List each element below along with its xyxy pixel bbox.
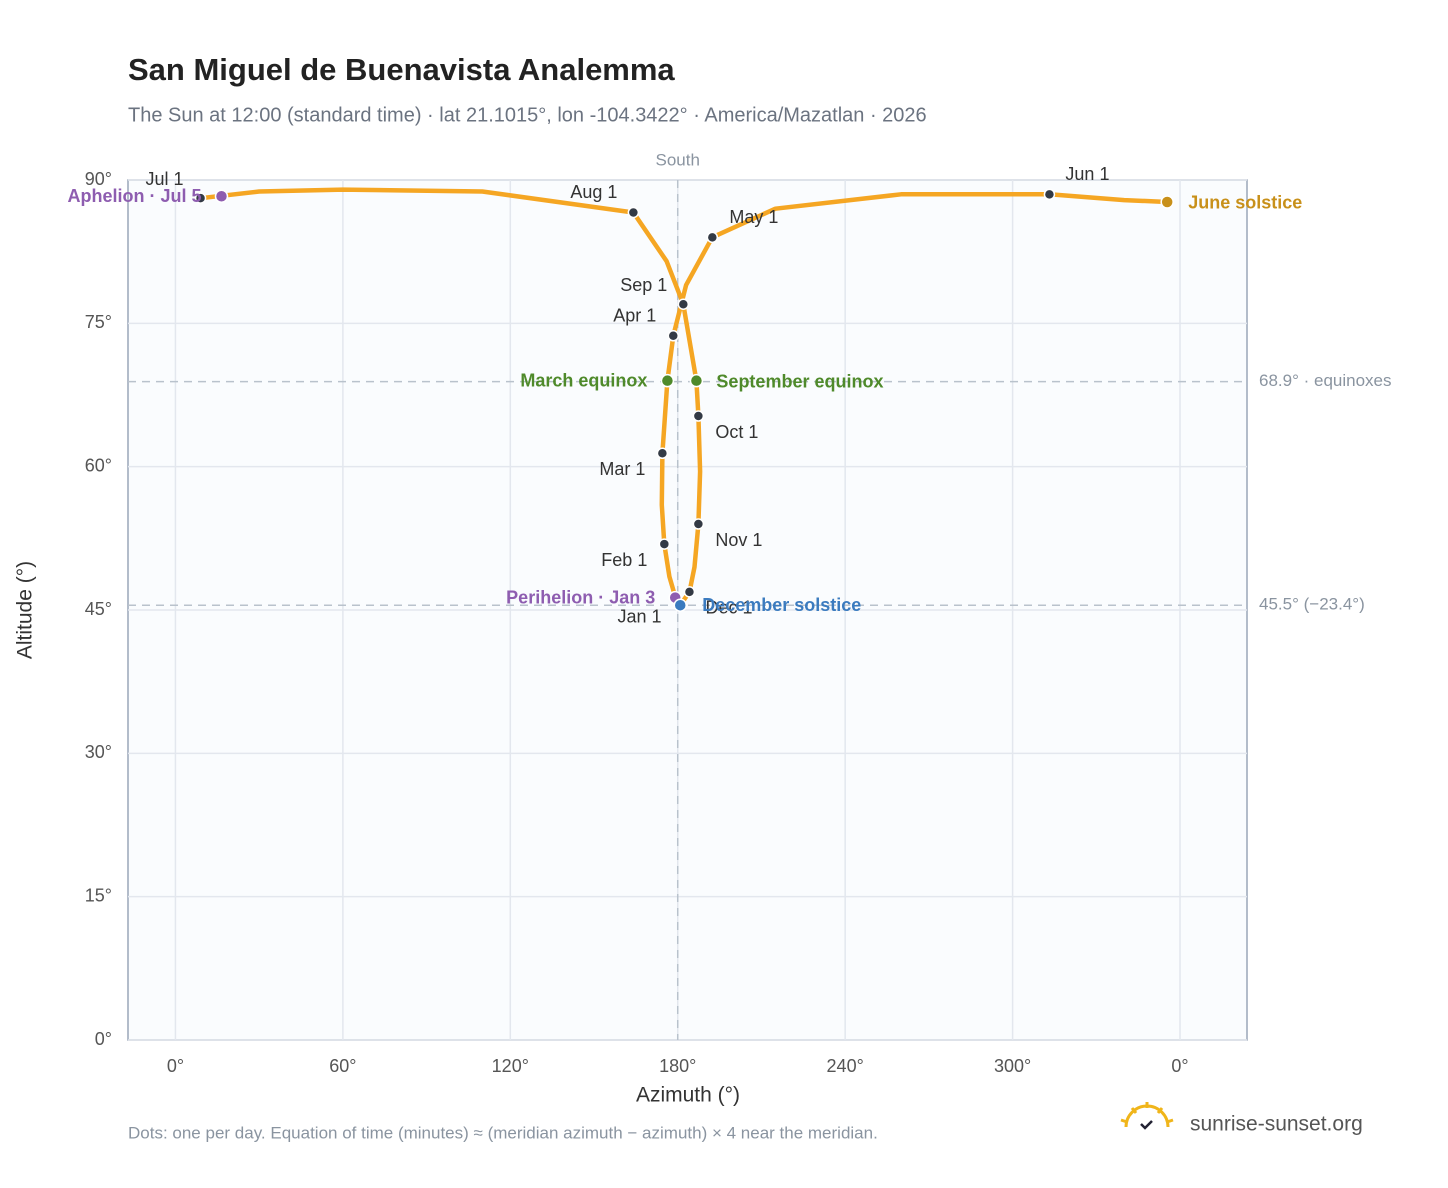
month-label: Jul 1 (146, 169, 184, 189)
y-tick-label: 75° (85, 312, 112, 332)
x-tick-label: 0° (167, 1056, 184, 1076)
month-marker (683, 586, 696, 598)
event-marker (214, 189, 229, 203)
y-tick-label: 30° (85, 742, 112, 762)
event-label: Aphelion · Jul 5 (67, 186, 201, 206)
footnote: Dots: one per day. Equation of time (min… (128, 1123, 878, 1142)
brand: sunrise-sunset.org (1190, 1113, 1363, 1136)
month-label: Aug 1 (570, 182, 617, 202)
y-tick-label: 15° (85, 885, 112, 905)
event-label: December solstice (702, 595, 861, 615)
brand-logo (1120, 1102, 1174, 1130)
x-tick-label: 60° (329, 1056, 356, 1076)
month-marker (692, 518, 705, 530)
month-marker (627, 206, 640, 219)
month-marker (658, 538, 671, 550)
month-label: Jun 1 (1065, 164, 1109, 184)
x-tick-label: 240° (827, 1056, 864, 1076)
x-tick-label: 300° (994, 1056, 1031, 1076)
y-tick-label: 0° (95, 1029, 112, 1049)
y-tick-label: 45° (85, 599, 112, 619)
event-label: September equinox (716, 371, 883, 391)
month-label: Nov 1 (715, 530, 762, 550)
y-axis-label: Altitude (°) (14, 561, 37, 659)
month-label: Dec 1 (705, 598, 752, 618)
event-marker (1160, 195, 1174, 209)
x-tick-label: 0° (1171, 1056, 1188, 1076)
month-marker (692, 410, 705, 422)
month-label: May 1 (729, 207, 778, 227)
month-marker (656, 447, 669, 460)
chart-subtitle: The Sun at 12:00 (standard time) · lat 2… (128, 104, 927, 126)
month-label: Mar 1 (599, 459, 645, 479)
month-marker (1043, 188, 1056, 201)
event-marker (673, 598, 687, 612)
month-label: Sep 1 (620, 275, 667, 295)
reference-label: 68.9° · equinoxes (1259, 371, 1392, 390)
y-tick-label: 60° (85, 455, 112, 475)
month-marker (677, 298, 690, 310)
month-label: Oct 1 (715, 422, 758, 442)
event-label: June solstice (1188, 193, 1302, 213)
month-marker (194, 192, 207, 204)
reference-label: 45.5° (−23.4°) (1259, 595, 1365, 614)
month-label: Jan 1 (617, 606, 661, 626)
y-tick-label: 90° (85, 169, 112, 189)
chart-title: San Miguel de Buenavista Analemma (128, 52, 675, 87)
meridian-label: South (656, 150, 700, 169)
x-tick-label: 180° (659, 1056, 696, 1076)
month-label: Apr 1 (613, 306, 656, 326)
event-label: Perihelion · Jan 3 (506, 587, 655, 607)
month-marker (667, 330, 680, 342)
event-label: March equinox (520, 370, 647, 390)
x-axis-label: Azimuth (°) (636, 1084, 740, 1107)
x-tick-label: 120° (492, 1056, 529, 1076)
month-marker (706, 231, 719, 244)
month-label: Feb 1 (601, 550, 647, 570)
event-marker (660, 373, 675, 388)
event-marker (689, 373, 704, 388)
